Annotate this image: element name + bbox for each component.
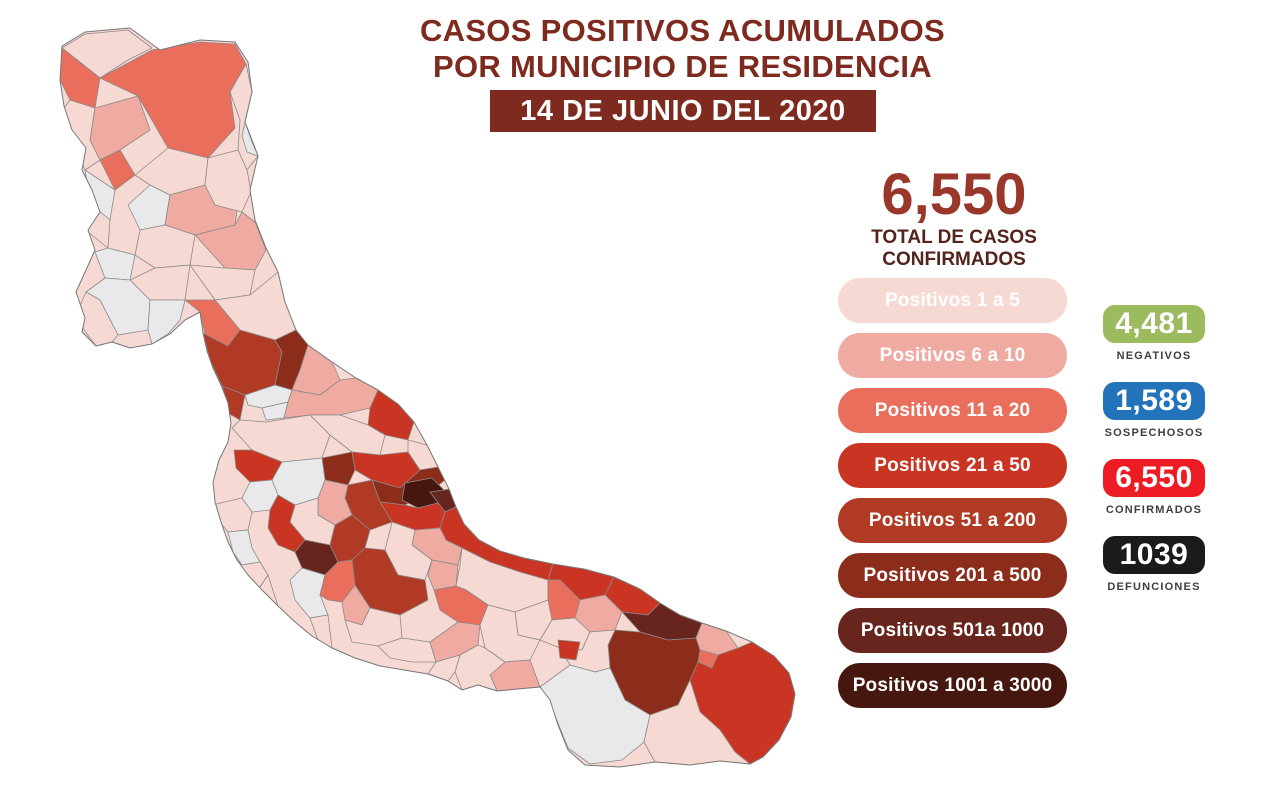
stat-negativos: 4,481 NEGATIVOS	[1103, 305, 1205, 362]
veracruz-choropleth-map	[59, 27, 796, 768]
total-cases-label: TOTAL DE CASOS CONFIRMADOS	[871, 227, 1037, 270]
stat-sospechosos-label: SOSPECHOSOS	[1104, 427, 1204, 439]
summary-stats: 4,481 NEGATIVOS 1,589 SOSPECHOSOS 6,550 …	[1103, 305, 1205, 613]
legend-item-201-500: Positivos 201 a 500	[838, 553, 1067, 598]
date-banner: 14 DE JUNIO DEL 2020	[490, 90, 876, 132]
legend-item-51-200: Positivos 51 a 200	[838, 498, 1067, 543]
stat-confirmados-label: CONFIRMADOS	[1105, 504, 1203, 516]
legend-item-21-50: Positivos 21 a 50	[838, 443, 1067, 488]
stat-defunciones: 1039 DEFUNCIONES	[1103, 536, 1205, 593]
state-border	[59, 27, 796, 768]
municipality-cells	[60, 28, 795, 767]
legend-item-11-20: Positivos 11 a 20	[838, 388, 1067, 433]
stat-negativos-label: NEGATIVOS	[1116, 350, 1192, 362]
stat-negativos-value: 4,481	[1103, 305, 1205, 343]
legend-item-501-1000: Positivos 501a 1000	[838, 608, 1067, 653]
map-legend: Positivos 1 a 5 Positivos 6 a 10 Positiv…	[838, 278, 1067, 718]
stat-defunciones-value: 1039	[1103, 536, 1205, 574]
total-cases-block: 6,550 TOTAL DE CASOS CONFIRMADOS	[838, 166, 1070, 271]
total-cases-value: 6,550	[881, 162, 1027, 227]
stat-sospechosos: 1,589 SOSPECHOSOS	[1103, 382, 1205, 439]
page-title-line2: POR MUNICIPIO DE RESIDENCIA	[433, 49, 932, 84]
legend-item-1001-3000: Positivos 1001 a 3000	[838, 663, 1067, 708]
page-title-line1: CASOS POSITIVOS ACUMULADOS	[419, 13, 946, 48]
stat-defunciones-label: DEFUNCIONES	[1107, 581, 1201, 593]
legend-item-6-10: Positivos 6 a 10	[838, 333, 1067, 378]
stat-confirmados-value: 6,550	[1103, 459, 1205, 497]
stat-sospechosos-value: 1,589	[1103, 382, 1205, 420]
page-title: CASOS POSITIVOS ACUMULADOS POR MUNICIPIO…	[400, 13, 965, 85]
legend-item-1-5: Positivos 1 a 5	[838, 278, 1067, 323]
stat-confirmados: 6,550 CONFIRMADOS	[1103, 459, 1205, 516]
